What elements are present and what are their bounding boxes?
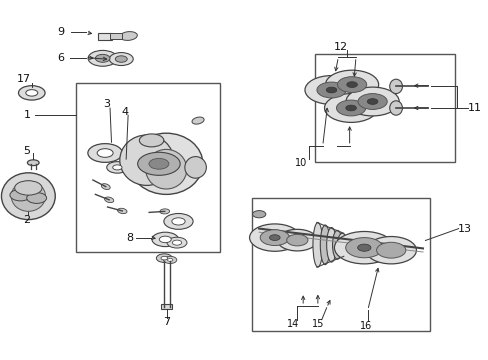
- Text: 15: 15: [311, 319, 324, 329]
- Text: 11: 11: [467, 103, 480, 113]
- Ellipse shape: [106, 162, 128, 173]
- Ellipse shape: [366, 99, 377, 104]
- Ellipse shape: [305, 76, 357, 104]
- Bar: [98, 33, 112, 40]
- Ellipse shape: [252, 211, 265, 218]
- Ellipse shape: [269, 235, 280, 240]
- Ellipse shape: [145, 149, 186, 189]
- Ellipse shape: [27, 193, 46, 203]
- Ellipse shape: [161, 256, 167, 260]
- Ellipse shape: [27, 160, 39, 166]
- Ellipse shape: [149, 158, 168, 169]
- Ellipse shape: [160, 209, 169, 214]
- Ellipse shape: [345, 105, 356, 111]
- Ellipse shape: [376, 242, 405, 258]
- Ellipse shape: [88, 50, 117, 66]
- Ellipse shape: [152, 232, 178, 247]
- Ellipse shape: [277, 229, 317, 251]
- Text: 7: 7: [163, 317, 169, 327]
- Ellipse shape: [184, 157, 206, 178]
- Text: 13: 13: [457, 224, 470, 234]
- Ellipse shape: [26, 90, 38, 96]
- Ellipse shape: [167, 258, 172, 261]
- Ellipse shape: [159, 236, 171, 243]
- Ellipse shape: [326, 228, 336, 262]
- Ellipse shape: [389, 79, 402, 94]
- Ellipse shape: [112, 165, 122, 170]
- Ellipse shape: [15, 181, 42, 195]
- Ellipse shape: [325, 70, 378, 99]
- Ellipse shape: [88, 144, 122, 162]
- Ellipse shape: [286, 234, 307, 246]
- Text: 12: 12: [334, 42, 347, 52]
- Ellipse shape: [260, 230, 289, 246]
- Bar: [110, 33, 122, 39]
- Ellipse shape: [19, 86, 45, 100]
- Ellipse shape: [337, 233, 346, 256]
- Ellipse shape: [389, 101, 402, 115]
- Ellipse shape: [167, 237, 186, 248]
- Ellipse shape: [334, 231, 393, 264]
- Ellipse shape: [109, 53, 133, 66]
- Ellipse shape: [163, 256, 177, 264]
- Text: 9: 9: [58, 27, 64, 37]
- Ellipse shape: [312, 222, 322, 267]
- Text: 1: 1: [23, 110, 30, 120]
- Ellipse shape: [357, 94, 386, 109]
- Ellipse shape: [320, 225, 329, 265]
- Ellipse shape: [163, 213, 193, 229]
- Ellipse shape: [346, 82, 357, 87]
- Text: 3: 3: [103, 99, 110, 109]
- Ellipse shape: [192, 117, 203, 124]
- Ellipse shape: [357, 244, 370, 251]
- Ellipse shape: [120, 135, 173, 185]
- Ellipse shape: [10, 189, 31, 201]
- Text: 2: 2: [23, 215, 30, 225]
- Ellipse shape: [101, 184, 110, 189]
- Ellipse shape: [325, 87, 336, 93]
- Ellipse shape: [171, 218, 185, 225]
- Bar: [161, 304, 172, 309]
- Text: 4: 4: [121, 107, 128, 117]
- Bar: [251, 198, 429, 331]
- Ellipse shape: [11, 181, 45, 211]
- Ellipse shape: [139, 134, 163, 147]
- Ellipse shape: [156, 254, 172, 262]
- Ellipse shape: [324, 94, 377, 122]
- Bar: [76, 83, 220, 252]
- Ellipse shape: [337, 77, 366, 93]
- Ellipse shape: [345, 238, 382, 258]
- Ellipse shape: [172, 240, 182, 245]
- Text: 5: 5: [23, 146, 30, 156]
- Ellipse shape: [115, 56, 127, 62]
- Text: 8: 8: [126, 233, 133, 243]
- Ellipse shape: [365, 237, 416, 264]
- Ellipse shape: [97, 149, 113, 157]
- Ellipse shape: [249, 224, 300, 251]
- Text: 6: 6: [58, 53, 64, 63]
- Ellipse shape: [117, 208, 127, 213]
- Bar: [315, 54, 454, 162]
- Ellipse shape: [95, 54, 110, 62]
- Text: 16: 16: [359, 321, 371, 331]
- Text: 14: 14: [286, 319, 299, 329]
- Ellipse shape: [332, 230, 342, 259]
- Ellipse shape: [120, 32, 137, 40]
- Ellipse shape: [346, 87, 398, 116]
- Ellipse shape: [104, 197, 114, 203]
- Text: 10: 10: [294, 158, 306, 168]
- Ellipse shape: [316, 82, 346, 98]
- Ellipse shape: [1, 173, 55, 220]
- Ellipse shape: [129, 133, 203, 194]
- Text: 17: 17: [17, 74, 30, 84]
- Ellipse shape: [336, 100, 365, 116]
- Ellipse shape: [138, 152, 180, 175]
